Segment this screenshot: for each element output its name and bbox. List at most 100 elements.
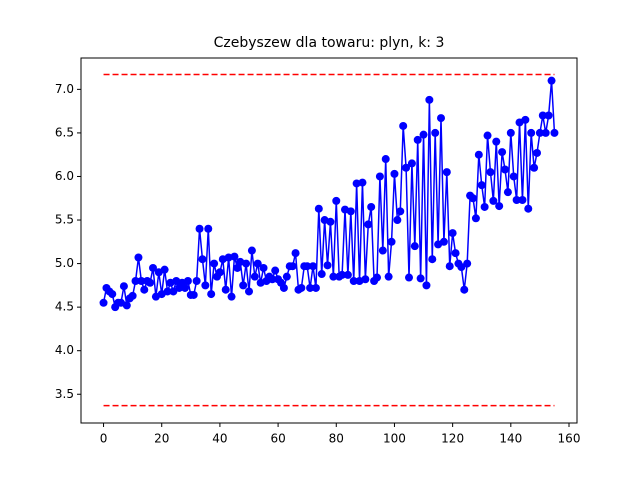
x-tick-label: 140	[499, 432, 522, 446]
data-point	[346, 207, 355, 216]
y-tick-label: 3.5	[55, 387, 74, 401]
data-point	[128, 291, 137, 300]
data-point	[291, 249, 300, 258]
data-point	[509, 172, 518, 181]
data-point	[419, 130, 428, 139]
chart-title: Czebyszew dla towaru: plyn, k: 3	[214, 35, 445, 51]
data-point	[361, 275, 370, 284]
data-point	[358, 178, 367, 187]
data-point	[134, 253, 143, 262]
data-point	[503, 188, 512, 197]
data-point	[422, 281, 431, 290]
data-point	[378, 246, 387, 255]
data-point	[367, 202, 376, 211]
data-point	[192, 277, 201, 286]
data-point	[442, 168, 451, 177]
data-point	[535, 128, 544, 137]
data-point	[329, 272, 338, 281]
data-point	[268, 275, 277, 284]
data-point	[108, 290, 117, 299]
data-point	[407, 159, 416, 168]
x-tick-label: 60	[270, 432, 285, 446]
data-point	[457, 263, 466, 272]
data-point	[541, 128, 550, 137]
data-point	[230, 252, 239, 261]
data-point	[349, 277, 358, 286]
data-point	[396, 207, 405, 216]
data-point	[338, 270, 347, 279]
data-point	[538, 111, 547, 120]
data-point	[332, 196, 341, 205]
data-point	[210, 259, 219, 268]
x-tick-label: 120	[441, 432, 464, 446]
data-point	[463, 259, 472, 268]
x-tick-label: 100	[383, 432, 406, 446]
y-tick-label: 6.5	[55, 125, 74, 139]
y-tick-label: 6.0	[55, 169, 74, 183]
data-point	[521, 115, 530, 124]
data-point	[140, 285, 149, 294]
data-point	[343, 270, 352, 279]
x-tick-label: 40	[212, 432, 227, 446]
data-point	[131, 277, 140, 286]
data-point	[387, 237, 396, 246]
data-point	[282, 272, 291, 281]
data-point	[506, 128, 515, 137]
data-point	[279, 283, 288, 292]
data-point	[303, 262, 312, 271]
data-point	[250, 272, 259, 281]
data-point	[439, 237, 448, 246]
data-point	[495, 202, 504, 211]
data-point	[189, 290, 198, 299]
data-point	[306, 283, 315, 292]
data-point	[489, 196, 498, 205]
data-point	[498, 148, 507, 157]
data-point	[160, 265, 169, 274]
x-tick-label: 80	[329, 432, 344, 446]
data-point	[181, 283, 189, 292]
data-point	[431, 128, 440, 137]
data-point	[311, 283, 320, 292]
data-point	[399, 121, 408, 130]
data-point	[448, 229, 457, 238]
data-point	[253, 259, 262, 268]
data-point	[480, 202, 489, 211]
data-point	[474, 150, 483, 159]
data-point	[323, 261, 332, 270]
data-point	[326, 217, 335, 226]
data-point	[547, 76, 556, 85]
data-point	[390, 169, 399, 178]
data-point	[437, 114, 445, 123]
data-point	[271, 266, 280, 275]
data-point	[527, 128, 536, 137]
data-point	[469, 194, 477, 203]
data-point	[227, 292, 236, 301]
data-point	[413, 135, 422, 144]
data-point	[445, 262, 454, 271]
data-point	[402, 163, 411, 172]
data-point	[410, 242, 419, 251]
data-point	[550, 128, 559, 137]
data-point	[486, 168, 495, 177]
x-tick-label: 160	[558, 432, 581, 446]
data-point	[99, 298, 108, 307]
data-point	[207, 290, 216, 299]
data-point	[477, 181, 486, 190]
data-point	[149, 263, 157, 272]
data-point	[425, 95, 434, 104]
data-point	[259, 263, 268, 272]
data-point	[524, 204, 533, 213]
data-point	[198, 255, 207, 264]
data-point	[309, 262, 317, 271]
y-tick-label: 5.5	[55, 213, 74, 227]
data-point	[297, 283, 306, 292]
data-point	[163, 287, 172, 296]
data-point	[183, 277, 192, 286]
data-point	[518, 195, 527, 204]
data-point	[239, 281, 248, 290]
data-point	[242, 259, 251, 268]
data-point	[364, 220, 373, 229]
data-point	[204, 224, 213, 233]
